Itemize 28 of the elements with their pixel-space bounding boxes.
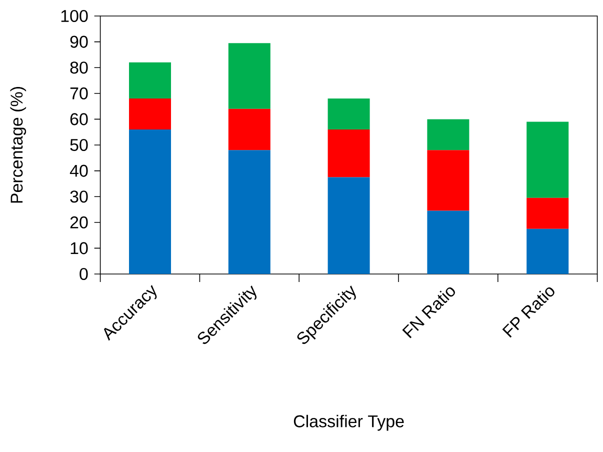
bar <box>427 210 470 274</box>
y-tick-label: 90 <box>70 36 88 48</box>
y-tick-label: 80 <box>70 62 88 74</box>
bar <box>427 150 470 211</box>
y-tick-label: 0 <box>80 268 88 280</box>
y-tick-label: 100 <box>61 10 88 22</box>
y-tick-label: 20 <box>70 216 88 228</box>
bar <box>526 122 569 198</box>
x-axis-title: Classifier Type <box>294 414 404 431</box>
bar <box>129 130 172 274</box>
bar <box>129 62 172 99</box>
bar <box>228 43 270 109</box>
bar <box>328 130 370 178</box>
bar <box>526 228 569 274</box>
y-tick-label: 30 <box>70 190 88 203</box>
bar <box>129 98 172 130</box>
bar <box>526 198 569 229</box>
bar <box>328 177 370 274</box>
y-tick-label: 70 <box>70 87 88 100</box>
y-tick-label: 40 <box>70 164 88 177</box>
bar <box>427 119 470 150</box>
bar <box>328 98 370 130</box>
y-tick-label: 60 <box>70 113 88 126</box>
bar <box>228 108 270 150</box>
y-tick-label: 50 <box>70 138 88 152</box>
y-axis-title: Percentage (%) <box>10 87 26 203</box>
y-tick-label: 10 <box>70 242 88 254</box>
bar <box>228 150 270 274</box>
